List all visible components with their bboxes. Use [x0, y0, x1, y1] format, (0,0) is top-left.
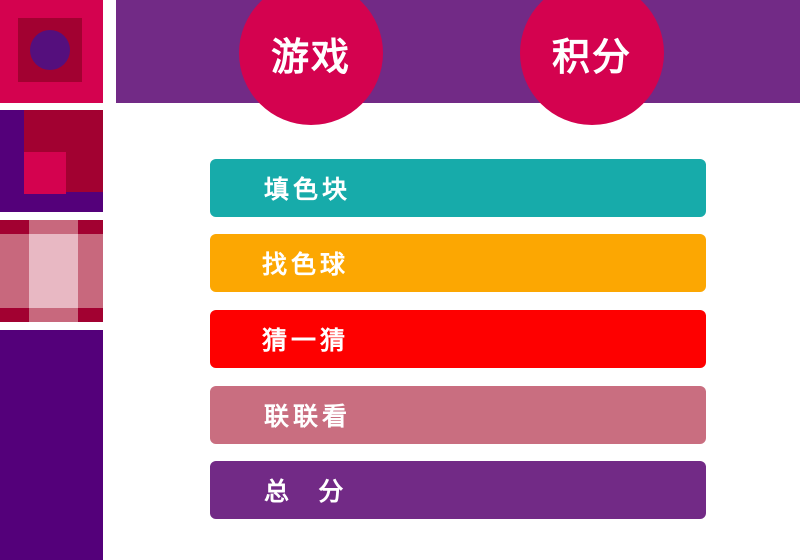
score-tab-button[interactable]: 积分 [520, 0, 664, 125]
decor-band [0, 220, 29, 234]
decor-tile-circle [0, 0, 103, 103]
games-tab-button[interactable]: 游戏 [239, 0, 383, 125]
decor-center-panel [29, 234, 78, 308]
decor-tile-column [0, 330, 103, 560]
games-tab-label: 游戏 [270, 34, 351, 79]
header-band [116, 0, 800, 103]
menu-item-fill-blocks[interactable]: 填色块 [210, 159, 706, 217]
menu-item-find-balls[interactable]: 找色球 [210, 234, 706, 292]
decor-circle [30, 30, 70, 70]
decor-band [78, 308, 103, 322]
score-tab-label: 积分 [551, 34, 632, 79]
decor-square-small [24, 152, 66, 194]
menu-item-link-match[interactable]: 联联看 [210, 386, 706, 444]
menu-item-label: 找色球 [262, 250, 350, 279]
menu-item-label: 填色块 [264, 175, 352, 204]
decor-band [0, 308, 29, 322]
menu-item-label: 猜一猜 [262, 326, 350, 355]
menu-item-total-score[interactable]: 总 分 [210, 461, 706, 519]
decor-tile-squares [0, 110, 103, 212]
menu-item-label: 总 分 [264, 477, 348, 506]
decor-tile-stripes [0, 220, 103, 322]
menu-item-guess[interactable]: 猜一猜 [210, 310, 706, 368]
decor-band [78, 220, 103, 234]
menu-item-label: 联联看 [264, 402, 352, 431]
